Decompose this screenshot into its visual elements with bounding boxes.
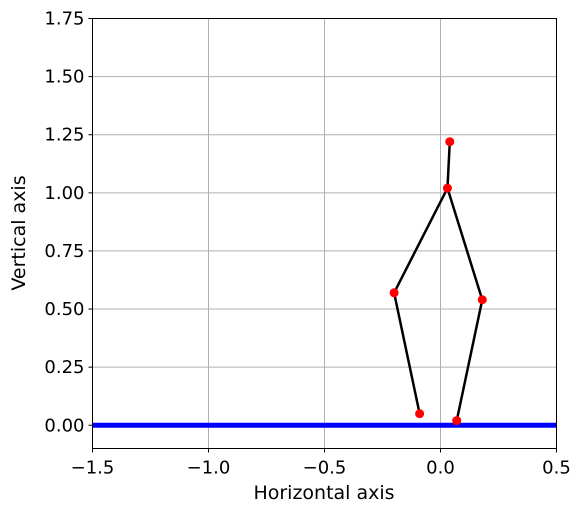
- grid: [92, 18, 557, 449]
- y-tick-label: 0.00: [44, 415, 84, 436]
- x-tick-label: −1.0: [187, 458, 231, 479]
- ticks-layer: −1.5 −1.0 −0.5 0.0 0.5 0.00 0.25 0.50 0.75 1.00 1.…: [44, 9, 570, 479]
- y-tick-label: 1.75: [44, 9, 84, 30]
- link-right-knee-right-foot: [455, 298, 484, 422]
- link-left-knee-left-foot: [392, 291, 421, 415]
- joint-left-knee: [389, 288, 399, 298]
- link-hip-right-knee: [446, 186, 484, 301]
- y-tick-label: 0.50: [44, 299, 84, 320]
- x-axis-label: Horizontal axis: [253, 482, 394, 504]
- joint-left-foot: [415, 409, 425, 419]
- x-tick-label: −0.5: [303, 458, 347, 479]
- joint-hip: [442, 183, 452, 193]
- x-tick-label: 0.0: [426, 458, 455, 479]
- x-tick-label: −1.5: [71, 458, 115, 479]
- link-head-hip: [446, 140, 452, 190]
- x-tick-label: 0.5: [542, 458, 571, 479]
- y-tick-label: 1.25: [44, 125, 84, 146]
- y-tick-label: 1.50: [44, 67, 84, 88]
- y-axis-label: Vertical axis: [8, 175, 30, 290]
- joints-layer: [389, 137, 487, 426]
- y-tick-label: 0.75: [44, 241, 84, 262]
- link-hip-left-knee: [392, 186, 449, 295]
- y-tick-label: 1.00: [44, 183, 84, 204]
- joint-head: [445, 137, 455, 147]
- joint-right-knee: [477, 295, 487, 305]
- joint-right-foot: [452, 416, 462, 426]
- links-layer: [392, 140, 484, 422]
- y-tick-label: 0.25: [44, 357, 84, 378]
